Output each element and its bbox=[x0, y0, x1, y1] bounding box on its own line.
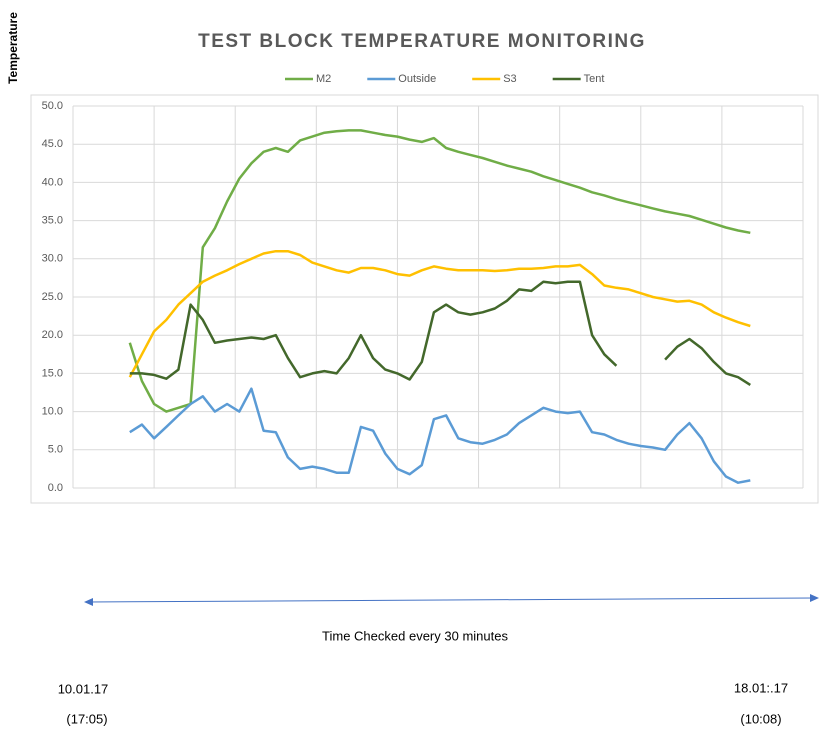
series-line bbox=[128, 249, 751, 378]
y-tick-label: 30.0 bbox=[42, 253, 63, 265]
end-time: (10:08) bbox=[740, 711, 781, 726]
legend-label: M2 bbox=[316, 73, 331, 85]
y-tick-label: 5.0 bbox=[48, 444, 63, 456]
y-tick-label: 20.0 bbox=[42, 329, 63, 341]
y-axis-label: Temperature bbox=[6, 12, 20, 84]
y-tick-label: 0.0 bbox=[48, 482, 63, 494]
arrow-head bbox=[84, 598, 93, 606]
start-time: (17:05) bbox=[66, 711, 107, 726]
start-date: 10.01.17 bbox=[58, 681, 109, 696]
series-line bbox=[128, 129, 751, 413]
legend-label: S3 bbox=[503, 73, 516, 85]
y-tick-label: 35.0 bbox=[42, 215, 63, 227]
y-tick-label: 15.0 bbox=[42, 367, 63, 379]
y-tick-label: 40.0 bbox=[42, 176, 63, 188]
series-line bbox=[129, 387, 751, 484]
chart-title: TEST BLOCK TEMPERATURE MONITORING bbox=[198, 31, 646, 52]
end-date: 18.01:.17 bbox=[734, 680, 788, 695]
legend-label: Outside bbox=[398, 73, 436, 85]
legend-label: Tent bbox=[584, 73, 605, 85]
arrow-head bbox=[810, 594, 819, 602]
y-tick-label: 25.0 bbox=[42, 291, 63, 303]
y-tick-label: 45.0 bbox=[42, 138, 63, 150]
series-line bbox=[129, 280, 751, 386]
x-axis-label: Time Checked every 30 minutes bbox=[322, 628, 508, 643]
chart-frame bbox=[30, 94, 819, 504]
y-tick-label: 50.0 bbox=[42, 100, 63, 112]
time-arrow bbox=[87, 597, 816, 603]
y-tick-label: 10.0 bbox=[42, 406, 63, 418]
